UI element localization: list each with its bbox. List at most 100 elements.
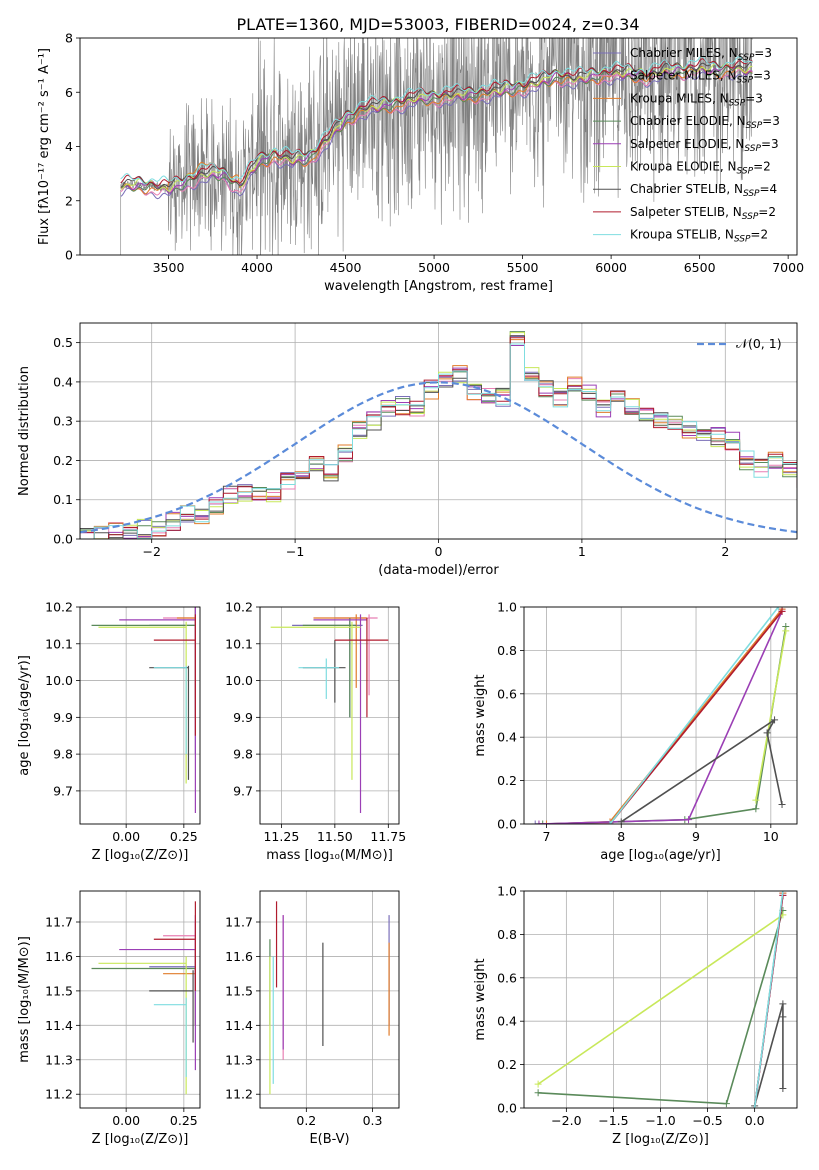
x-tick-label: 6000 — [595, 260, 627, 275]
weight-line-5 — [537, 914, 784, 1085]
weight-marker-5 — [534, 1080, 542, 1088]
y-tick-label: 11.7 — [45, 915, 73, 930]
panel-age-vs-mass: 11.25 11.50 11.75 9.7 9.8 9.9 10.0 10.1 10.2 mass… — [225, 600, 406, 864]
weight-marker-6 — [779, 1084, 787, 1092]
panel-spectrum: 3500 4000 4500 5000 5500 6000 6500 7000 0 2 4 6 8 wav… — [37, 31, 804, 295]
x-tick-label: 11.75 — [370, 829, 406, 844]
legend-label-tail: =2 — [758, 205, 776, 219]
legend-label-sub: SSP — [743, 189, 760, 199]
y-axis-label: Normed distribution — [17, 366, 32, 496]
weight-marker-8 — [774, 607, 782, 611]
panel-weight-vs-Z: −2.0 −1.5 −1.0 −0.5 0.0 0.0 0.2 0.4 0.6 0.8 1.0 Z [… — [473, 884, 798, 1147]
x-tick-label: −1 — [286, 544, 304, 559]
y-tick-label: 6 — [65, 85, 73, 100]
weight-line-2 — [546, 608, 783, 824]
y-tick-label: 11.7 — [225, 915, 253, 930]
x-tick-label: 4000 — [241, 260, 273, 275]
legend: 𝒩(0, 1) — [697, 336, 782, 351]
x-tick-label: 4500 — [330, 260, 362, 275]
y-tick-label: 0.5 — [53, 335, 73, 350]
weight-line-7 — [609, 610, 783, 824]
legend-label: Chabrier ELODIE, NSSP=3 — [630, 114, 780, 131]
panel-residuals: −2 −1 0 1 2 0.0 0.1 0.2 0.3 0.4 0.5 (data-model)/er… — [17, 322, 798, 578]
legend-label: Chabrier STELIB, NSSP=4 — [630, 182, 777, 199]
residual-histogram-5 — [80, 332, 797, 539]
y-tick-label: 9.8 — [233, 747, 253, 762]
figure-title: PLATE=1360, MJD=53003, FIBERID=0024, z=0… — [236, 15, 639, 34]
x-tick-label: −2.0 — [551, 1113, 581, 1128]
legend-label-main: Salpeter MILES, N — [630, 69, 737, 83]
weight-marker-6 — [763, 729, 771, 737]
legend-label-sub: SSP — [737, 76, 754, 86]
legend-label: Kroupa STELIB, NSSP=2 — [630, 228, 768, 245]
x-tick-label: 8 — [617, 829, 625, 844]
axes-frame — [259, 606, 400, 825]
residual-histogram-7 — [80, 337, 797, 539]
plot-area — [270, 614, 389, 813]
legend-label-main: Salpeter ELODIE, N — [630, 137, 744, 151]
panel-age-vs-Z: 0.00 0.25 9.7 9.8 9.9 10.0 10.1 10.2 Z [log₁₀(Z/… — [17, 600, 201, 863]
y-tick-label: 10.1 — [225, 636, 253, 651]
y-tick-label: 10.2 — [225, 600, 253, 615]
legend-label: Salpeter STELIB, NSSP=2 — [630, 205, 776, 222]
y-axis-label: age [log₁₀(age/yr)] — [17, 655, 32, 776]
weight-line-6 — [753, 1003, 784, 1107]
weight-line-5 — [755, 630, 787, 801]
legend-label-tail: =3 — [745, 91, 763, 105]
plot-area — [269, 901, 390, 1095]
y-tick-label: 2 — [65, 193, 73, 208]
y-axis-label: mass weight — [473, 674, 488, 756]
x-axis-label: Z [log₁₀(Z/Z⊙)] — [92, 848, 189, 863]
legend-label: Salpeter ELODIE, NSSP=3 — [630, 137, 779, 154]
weight-marker-6 — [778, 800, 786, 808]
x-tick-label: 11.50 — [317, 829, 353, 844]
plot-area — [80, 331, 797, 539]
weight-marker-3 — [752, 805, 760, 813]
y-tick-label: 11.4 — [225, 1018, 253, 1033]
y-tick-label: 1.0 — [497, 600, 517, 615]
y-tick-label: 0.2 — [53, 453, 73, 468]
y-tick-label: 0.1 — [53, 492, 73, 507]
axes-frame — [523, 606, 798, 825]
x-tick-label: 3500 — [153, 260, 185, 275]
panel-weight-vs-age: 7 8 9 10 0.0 0.2 0.4 0.6 0.8 1.0 age [log₁₀(age/yr… — [473, 600, 798, 863]
y-tick-label: 0.8 — [497, 927, 517, 942]
weight-line-1 — [538, 608, 783, 824]
x-tick-label: 6500 — [684, 260, 716, 275]
y-tick-label: 9.9 — [53, 710, 73, 725]
x-axis-label: Z [log₁₀(Z/Z⊙)] — [612, 1132, 709, 1147]
plot-area — [91, 607, 196, 813]
x-tick-label: −1.5 — [598, 1113, 628, 1128]
legend-label-sub: SSP — [738, 53, 755, 63]
y-tick-label: 10.0 — [225, 673, 253, 688]
weight-line-6 — [620, 719, 783, 823]
legend-label: 𝒩(0, 1) — [736, 336, 782, 351]
legend-label-main: Kroupa ELODIE, N — [630, 160, 737, 174]
x-axis-label: E(B-V) — [309, 1132, 349, 1147]
y-tick-label: 0.4 — [497, 1014, 517, 1029]
panel-mass-vs-EBV: 0.2 0.3 11.2 11.3 11.4 11.5 11.6 11.7 E(B-V) — [225, 890, 400, 1147]
model-spectrum-3 — [120, 65, 753, 194]
y-tick-label: 9.7 — [233, 783, 253, 798]
y-tick-label: 0.0 — [53, 532, 73, 547]
x-tick-label: 0.00 — [112, 1113, 140, 1128]
observed-spectrum — [120, 38, 753, 255]
x-tick-label: 1 — [578, 544, 586, 559]
x-tick-label: 9 — [692, 829, 700, 844]
legend-label-sub: SSP — [734, 235, 751, 245]
y-tick-label: 10.1 — [45, 636, 73, 651]
plot-area — [534, 891, 787, 1108]
weight-line-3 — [542, 626, 787, 824]
legend-label: Salpeter MILES, NSSP=3 — [630, 69, 771, 86]
plot-area — [91, 901, 196, 1095]
normal-curve — [80, 381, 797, 534]
x-axis-label: (data-model)/error — [378, 563, 499, 578]
axes-frame — [79, 890, 201, 1109]
panel-mass-vs-Z: 0.00 0.25 11.2 11.3 11.4 11.5 11.6 11.7 Z [log₁₀… — [17, 890, 201, 1147]
weight-marker-3 — [722, 1100, 730, 1108]
x-tick-label: 0.3 — [363, 1113, 383, 1128]
model-spectrum-2 — [120, 65, 753, 195]
y-tick-label: 11.2 — [45, 1087, 73, 1102]
x-tick-label: 0 — [435, 544, 443, 559]
y-tick-label: 0 — [65, 248, 73, 263]
